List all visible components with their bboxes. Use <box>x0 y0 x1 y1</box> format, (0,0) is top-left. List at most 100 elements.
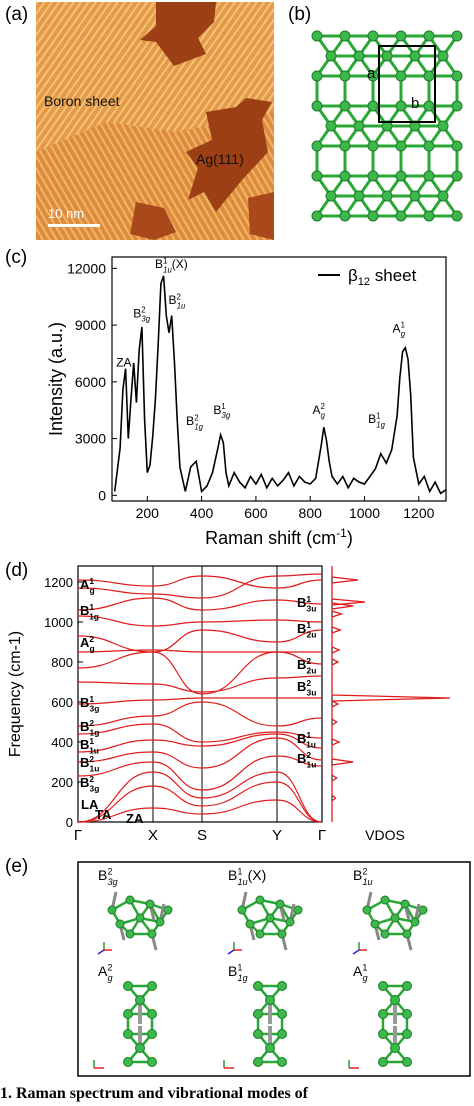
y-tick-label: 400 <box>51 735 73 750</box>
boron-atom <box>423 70 435 82</box>
boron-atom <box>390 995 400 1005</box>
phonon-branch <box>77 799 323 823</box>
boron-atom <box>339 210 351 222</box>
panel-e: (e) B2 3g B1 1u(X) B2 1u A2 g B1 1g A1 g <box>0 852 474 1080</box>
phonon-branch <box>77 629 323 653</box>
boron-atom <box>293 905 303 915</box>
boron-atom <box>367 30 379 42</box>
mode-structure <box>223 981 287 1069</box>
y-tick-label: 200 <box>51 775 73 790</box>
boron-atom <box>123 1029 133 1039</box>
axis-z-indicator <box>352 949 360 955</box>
boron-atom <box>125 895 135 905</box>
x-axis-label: Raman shift (cm-1) <box>205 526 353 548</box>
boron-atom <box>423 30 435 42</box>
phonon-branch <box>77 597 323 611</box>
mode-structure <box>227 891 303 955</box>
panel-a-label: (a) <box>5 4 29 25</box>
x-tick-label: 200 <box>136 505 160 521</box>
boron-atom <box>311 170 323 182</box>
phonon-branch <box>77 651 323 695</box>
boron-atom <box>155 917 165 927</box>
boron-atom <box>135 1043 145 1053</box>
boron-atom <box>253 1009 263 1019</box>
mode-structure <box>93 981 157 1069</box>
branch-label: TA <box>95 807 112 822</box>
boron-atom <box>325 50 337 62</box>
boron-atom <box>395 140 407 152</box>
boron-atom <box>339 170 351 182</box>
boron-atom <box>402 1057 412 1067</box>
phonon-branch <box>77 737 323 769</box>
boron-atom <box>339 140 351 152</box>
phonon-branch <box>77 573 323 599</box>
boron-atom <box>395 210 407 222</box>
boron-atom <box>277 981 287 991</box>
phonon-branch <box>77 723 323 743</box>
mode-name: B1 1u(X) <box>228 866 266 887</box>
boron-atom <box>395 100 407 112</box>
boron-atom <box>311 30 323 42</box>
boron-atom <box>147 981 157 991</box>
boron-atom <box>147 1029 157 1039</box>
boron-atom <box>423 170 435 182</box>
boron-atom <box>265 1043 275 1053</box>
boron-atom <box>311 70 323 82</box>
boron-atom <box>339 100 351 112</box>
raman-chart: 200 400 600 800 1000 1200030006000900012000Ra… <box>46 256 447 548</box>
mode-label-right: B1 1u <box>297 730 316 750</box>
boron-atom <box>135 995 145 1005</box>
peak-label: A1 g <box>393 321 406 339</box>
y-tick-label: 12000 <box>67 260 106 276</box>
peak-label: B1 3g <box>213 402 230 420</box>
boron-atom <box>378 1029 388 1039</box>
boron-atom <box>381 50 393 62</box>
phonon-chart: 0 200 400 600 800 1000 1200 Frequency (cm-1) Γ X S… <box>7 565 451 844</box>
vector-a-label: a <box>367 65 376 82</box>
x-tick-label: 400 <box>190 505 214 521</box>
peak-label: ZA <box>116 355 131 369</box>
mode-label-right: B2 2u <box>297 656 316 676</box>
phonon-branch <box>77 701 323 727</box>
mode-label-right: B1 3u <box>297 594 316 614</box>
boron-atom <box>285 917 295 927</box>
boron-atom <box>400 899 410 909</box>
mode-name: B2 1u <box>353 866 373 887</box>
peak-label: B2 1g <box>186 413 203 431</box>
phonon-branch <box>77 697 322 705</box>
boron-atom <box>253 1057 263 1067</box>
phonon-branch <box>77 649 322 653</box>
phonon-branch <box>77 575 323 589</box>
peak-label: A2 g <box>312 402 325 420</box>
boron-atom <box>451 170 463 182</box>
peak-label: B1 1u(X) <box>155 256 188 274</box>
mode-label-right: B1 2u <box>297 620 316 640</box>
boron-atom <box>311 100 323 112</box>
ag-region-top <box>140 2 216 66</box>
ag-region-bottom <box>130 202 176 240</box>
boron-atom <box>253 981 263 991</box>
boron-atom <box>125 929 135 939</box>
series-line-beta12 <box>113 275 447 495</box>
boron-atom <box>378 981 388 991</box>
figure-caption: 1. Raman spectrum and vibrational modes … <box>0 1085 309 1102</box>
boron-atom <box>437 190 449 202</box>
panel-b-label: (b) <box>288 4 312 25</box>
boron-atom <box>390 913 400 923</box>
boron-atom <box>367 140 379 152</box>
boron-atom <box>451 70 463 82</box>
y-tick-label: 1200 <box>44 575 73 590</box>
boron-atom <box>362 905 372 915</box>
mode-structure <box>352 891 428 955</box>
boron-atom <box>275 899 285 909</box>
mode-structure <box>97 891 173 955</box>
ag-region-right <box>248 192 274 240</box>
vdos-curve <box>331 566 451 822</box>
boron-atom <box>339 70 351 82</box>
boron-atom <box>115 919 125 929</box>
boron-atom <box>395 170 407 182</box>
panel-d-label: (d) <box>5 560 29 581</box>
phonon-branch <box>77 781 323 823</box>
boron-atom <box>107 905 117 915</box>
boron-atom <box>311 140 323 152</box>
